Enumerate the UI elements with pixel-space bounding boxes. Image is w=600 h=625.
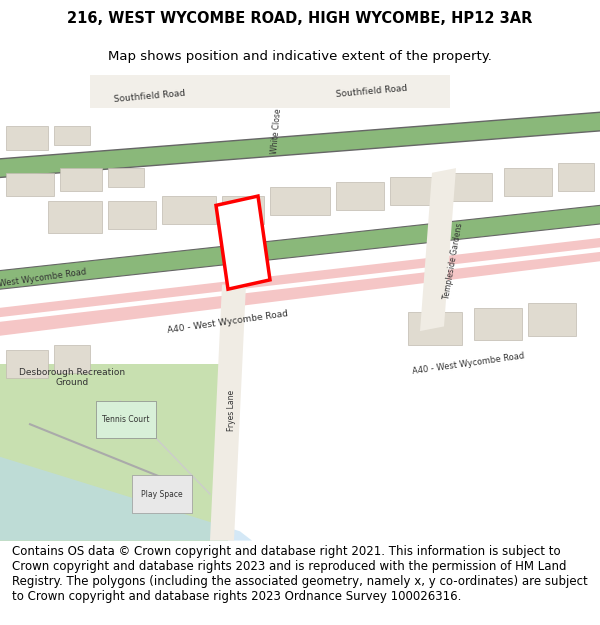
Bar (528, 303, 576, 336)
Bar (6, 350, 48, 378)
Bar (54, 345, 90, 373)
Bar (504, 168, 552, 196)
Bar (438, 173, 492, 201)
Text: Templeside Gardens: Templeside Gardens (442, 222, 464, 300)
Bar (222, 196, 264, 224)
Bar (336, 182, 384, 210)
Bar (558, 164, 594, 191)
Polygon shape (0, 248, 600, 322)
Bar (108, 168, 144, 187)
Polygon shape (210, 284, 246, 541)
Bar (162, 196, 216, 224)
Text: Southfield Road: Southfield Road (336, 84, 408, 99)
Bar (132, 476, 192, 512)
Bar (270, 187, 330, 214)
Bar (474, 308, 522, 341)
Text: White Close: White Close (269, 108, 283, 154)
Polygon shape (0, 66, 600, 121)
Bar (108, 201, 156, 229)
Text: A40 - West Wycombe Road: A40 - West Wycombe Road (0, 268, 86, 292)
Bar (48, 201, 102, 233)
Bar (6, 173, 54, 196)
Bar (96, 401, 156, 438)
Bar (54, 126, 90, 145)
Polygon shape (0, 457, 252, 541)
Text: A40 - West Wycombe Road: A40 - West Wycombe Road (167, 309, 289, 335)
Polygon shape (216, 196, 270, 289)
Bar (408, 312, 462, 345)
Text: Fryes Lane: Fryes Lane (227, 390, 235, 431)
Polygon shape (420, 168, 456, 331)
Polygon shape (0, 206, 600, 289)
Text: Play Space: Play Space (141, 489, 183, 499)
Text: Desborough Recreation
Ground: Desborough Recreation Ground (19, 368, 125, 388)
Polygon shape (0, 364, 228, 541)
Polygon shape (90, 75, 450, 108)
Text: Map shows position and indicative extent of the property.: Map shows position and indicative extent… (108, 50, 492, 62)
Bar (60, 168, 102, 191)
Polygon shape (0, 238, 600, 336)
Polygon shape (0, 112, 600, 178)
Text: Contains OS data © Crown copyright and database right 2021. This information is : Contains OS data © Crown copyright and d… (12, 545, 588, 603)
Text: 216, WEST WYCOMBE ROAD, HIGH WYCOMBE, HP12 3AR: 216, WEST WYCOMBE ROAD, HIGH WYCOMBE, HP… (67, 11, 533, 26)
Bar (390, 177, 432, 206)
Bar (6, 126, 48, 149)
Text: Southfield Road: Southfield Road (114, 88, 186, 104)
Text: Tennis Court: Tennis Court (102, 415, 150, 424)
Text: A40 - West Wycombe Road: A40 - West Wycombe Road (412, 351, 524, 376)
